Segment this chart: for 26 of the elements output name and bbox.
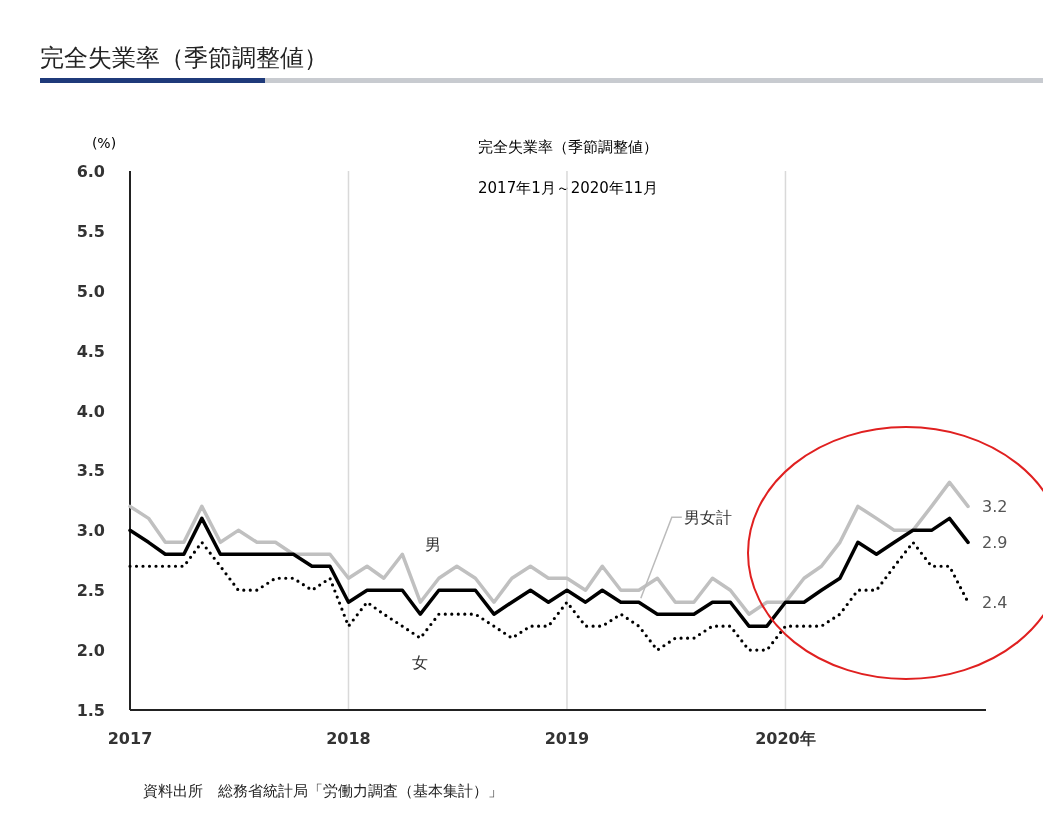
x-tick-label: 2018	[326, 729, 371, 748]
series-label: 女	[412, 653, 429, 673]
y-axis-title: (%)	[91, 135, 117, 151]
y-tick-label: 5.5	[76, 221, 105, 241]
y-tick-label: 4.5	[76, 341, 105, 361]
y-tick-label: 3.5	[76, 461, 105, 481]
y-tick-label: 1.5	[76, 701, 105, 720]
text: 完全失業率（季節調整値）	[40, 44, 328, 72]
y-tick-label: 2.0	[76, 641, 105, 661]
y-tick-label: 6.0	[76, 162, 105, 181]
data-label: 2.4	[982, 593, 1008, 613]
y-tick-label: 4.0	[76, 401, 105, 421]
y-tick-label: 5.0	[76, 281, 105, 301]
data-label: 2.9	[982, 533, 1008, 553]
x-tick-label: 2020年	[755, 729, 816, 748]
x-tick-label: 2017	[107, 729, 153, 748]
text: 資料出所 総務省統計局「労働力調査（基本集計）」	[143, 782, 503, 800]
chart-title: 完全失業率（季節調整値）	[478, 138, 658, 156]
series-label: 男	[425, 535, 442, 555]
text: 男女計	[683, 508, 732, 528]
y-tick-label: 3.0	[76, 521, 105, 541]
line-series	[128, 480, 970, 616]
x-tick-label: 2019	[544, 729, 590, 748]
data-label: 3.2	[982, 497, 1008, 517]
y-tick-label: 2.5	[76, 581, 105, 601]
text: 2017年1月～2020年11月	[478, 179, 658, 197]
